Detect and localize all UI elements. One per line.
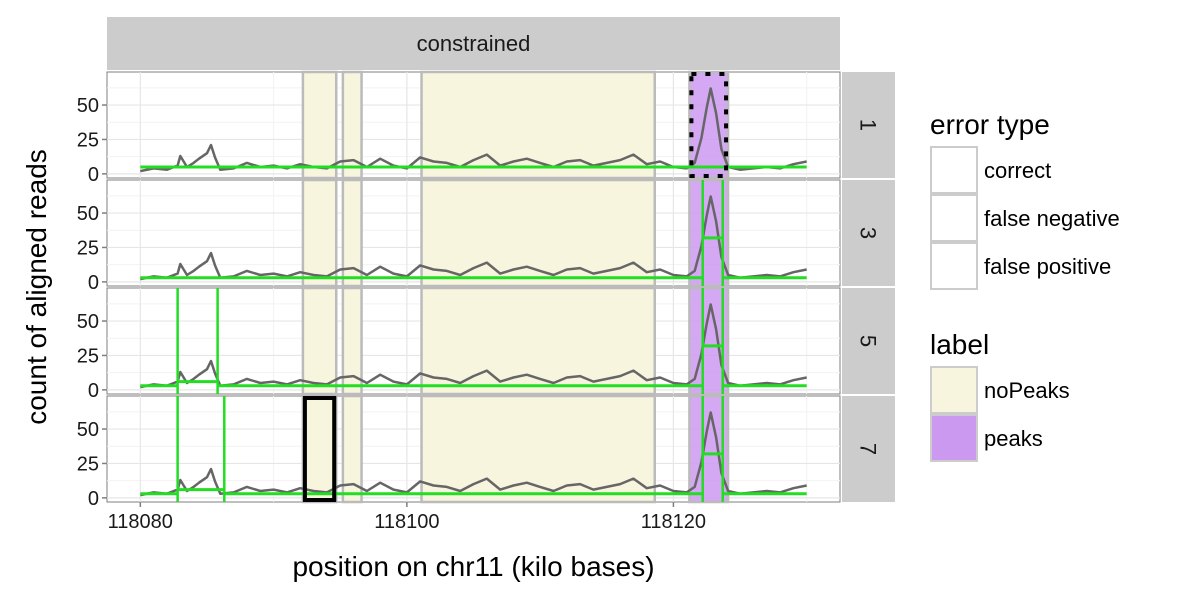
facet-strip-right-label: 5 [856, 335, 881, 347]
legend-label: false negative [984, 206, 1120, 231]
label-region-noPeaks [301, 178, 338, 288]
legend-title: error type [930, 109, 1050, 140]
legend-label: correct [984, 158, 1051, 183]
label-region-noPeaks [301, 394, 338, 504]
facet-strip-right [842, 288, 895, 394]
y-tick-label: 25 [77, 237, 99, 259]
panel-3: 3 0 25 50 [77, 178, 895, 294]
x-tick-label: 118080 [108, 511, 173, 533]
facet-strip-right [842, 72, 895, 178]
x-tick-label: 118120 [641, 511, 706, 533]
panel-7: 7 0 25 50 [77, 394, 895, 510]
facet-strip-right-label: 3 [856, 227, 881, 239]
legend-key-peaks [930, 414, 978, 462]
y-tick-label: 0 [88, 488, 99, 510]
label-region-noPeaks [341, 178, 363, 288]
label-region-noPeaks [301, 286, 338, 396]
facet-strip-top [107, 17, 840, 70]
label-region-noPeaks [301, 70, 338, 180]
y-tick-label: 25 [77, 345, 99, 367]
legend-key-noPeaks [930, 366, 978, 414]
facet-strip-right-label: 1 [856, 119, 881, 131]
y-tick-label: 0 [88, 380, 99, 402]
facet-strip-right [842, 180, 895, 286]
coverage-line [140, 195, 807, 281]
legend-group: error type correct false negative false pos… [930, 109, 1120, 462]
coverage-line [140, 87, 807, 173]
label-region-noPeaks [341, 70, 363, 180]
legend-title: label [930, 329, 989, 360]
facet-strip-right-label: 7 [856, 443, 881, 455]
panel-1: 1 0 25 50 [77, 70, 895, 186]
legend-key-false-positive [930, 242, 978, 290]
facet-strip-group: constrained [107, 17, 840, 70]
legend-label: false positive [984, 254, 1111, 279]
label-region-noPeaks [341, 286, 363, 396]
label-region-noPeaks [341, 394, 363, 504]
coverage-line [140, 303, 807, 389]
y-tick-label: 25 [77, 129, 99, 151]
x-axis-title: position on chr11 (kilo bases) [292, 551, 654, 582]
axes-group: 118080 118100 118120 position on chr11 (kil… [21, 149, 706, 582]
y-tick-label: 50 [77, 203, 99, 225]
y-axis-title: count of aligned reads [21, 149, 52, 425]
legend-label: noPeaks [984, 378, 1070, 403]
error-outline-false-negative [689, 72, 729, 178]
y-tick-label: 0 [88, 164, 99, 186]
legend-key-false-negative [930, 194, 978, 242]
legend-key-correct [930, 146, 978, 194]
legend-label: peaks [984, 426, 1043, 451]
y-tick-label: 50 [77, 311, 99, 333]
x-tick-label: 118100 [374, 511, 439, 533]
y-tick-label: 50 [77, 95, 99, 117]
facet-strip-top-label: constrained [417, 31, 531, 56]
y-tick-label: 50 [77, 419, 99, 441]
coverage-line [140, 411, 807, 497]
facet-strip-right [842, 396, 895, 502]
y-tick-label: 25 [77, 453, 99, 475]
error-outline-false-positive [302, 396, 337, 502]
y-tick-label: 0 [88, 272, 99, 294]
